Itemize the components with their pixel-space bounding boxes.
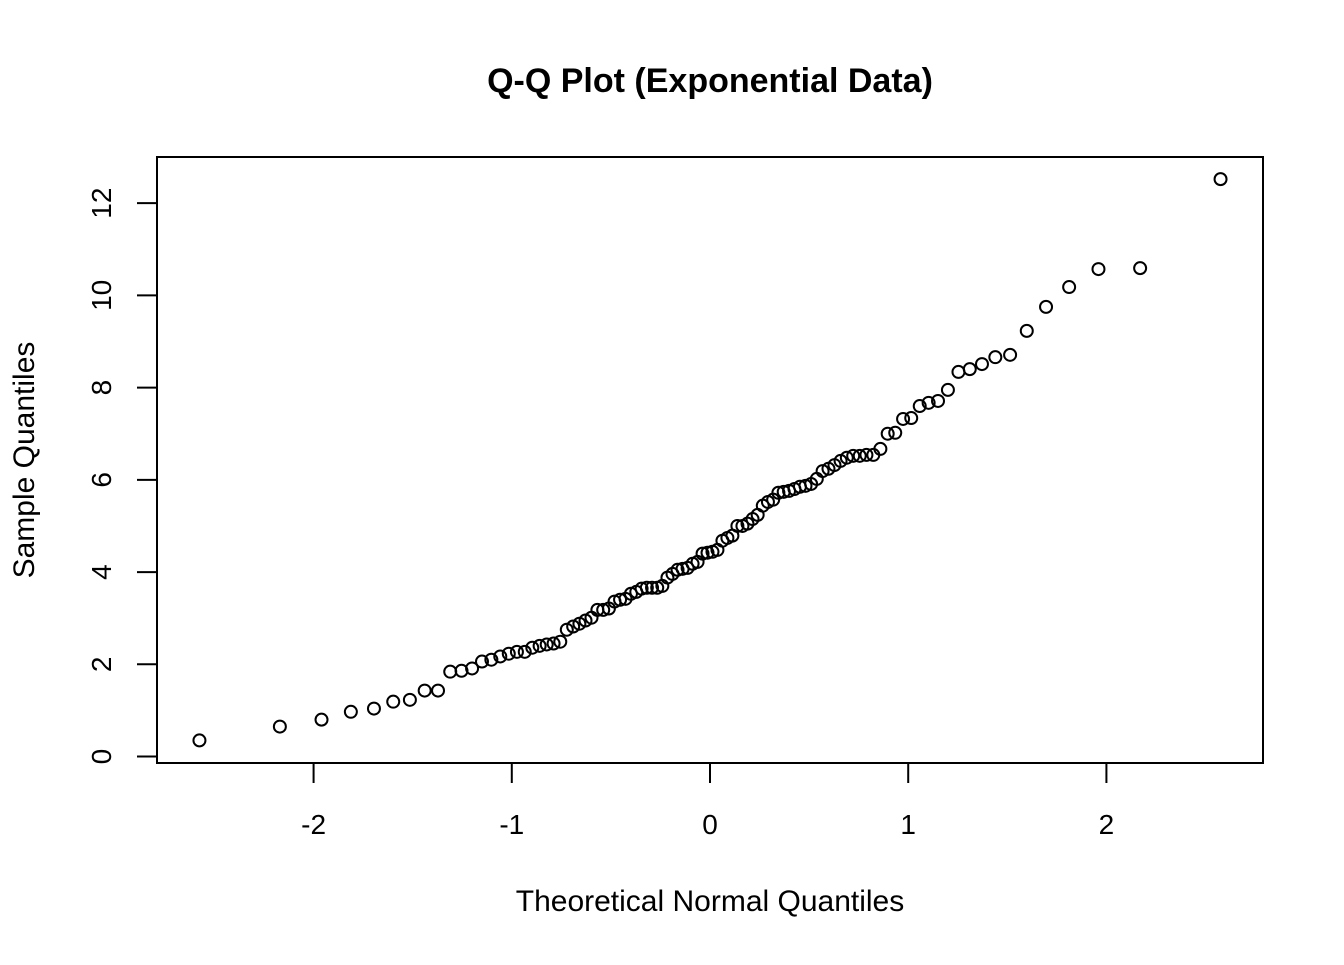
data-point xyxy=(888,425,903,440)
y-tick-label: 2 xyxy=(86,657,117,673)
data-point xyxy=(613,592,628,607)
data-point xyxy=(539,637,554,652)
data-point xyxy=(386,694,401,709)
data-point xyxy=(846,448,861,463)
data-point xyxy=(366,701,381,716)
data-point xyxy=(951,364,966,379)
data-point xyxy=(695,546,710,561)
data-point xyxy=(634,581,649,596)
x-axis-label: Theoretical Normal Quantiles xyxy=(516,885,905,918)
y-tick-label: 10 xyxy=(86,280,117,311)
data-point xyxy=(517,644,532,659)
data-point xyxy=(931,393,946,408)
x-tick-label: 2 xyxy=(1099,809,1115,840)
x-tick-label: 1 xyxy=(900,809,916,840)
data-point xyxy=(700,545,715,560)
data-point xyxy=(852,448,867,463)
data-point xyxy=(509,644,524,659)
data-point xyxy=(639,580,654,595)
data-point xyxy=(431,683,446,698)
data-point xyxy=(859,447,874,462)
data-point xyxy=(474,654,489,669)
chart-title: Q-Q Plot (Exponential Data) xyxy=(487,62,933,100)
data-point xyxy=(546,636,561,651)
y-tick-label: 0 xyxy=(86,749,117,765)
data-point xyxy=(771,485,786,500)
y-tick-label: 12 xyxy=(86,188,117,219)
y-tick-label: 6 xyxy=(86,472,117,488)
data-point xyxy=(314,712,329,727)
x-axis: -2 -1 0 1 2 xyxy=(301,762,1115,840)
data-point xyxy=(493,649,508,664)
data-points xyxy=(192,172,1228,748)
data-point xyxy=(730,518,745,533)
data-point xyxy=(525,640,540,655)
x-tick-label: -2 xyxy=(301,809,326,840)
data-point xyxy=(1133,261,1148,276)
data-point xyxy=(402,692,417,707)
y-tick-label: 4 xyxy=(86,564,117,580)
data-point xyxy=(553,634,568,649)
data-point xyxy=(596,602,611,617)
data-point xyxy=(921,395,936,410)
data-point xyxy=(839,450,854,465)
data-point xyxy=(417,683,432,698)
data-point xyxy=(912,399,927,414)
data-point xyxy=(501,646,516,661)
data-point xyxy=(1091,262,1106,277)
data-point xyxy=(988,350,1003,365)
data-point xyxy=(1019,323,1034,338)
plot-frame xyxy=(156,156,1264,764)
data-point xyxy=(443,664,458,679)
data-point xyxy=(566,619,581,634)
y-tick-label: 8 xyxy=(86,380,117,396)
data-point xyxy=(1213,172,1228,187)
data-point xyxy=(343,704,358,719)
data-point xyxy=(880,426,895,441)
data-point xyxy=(904,411,919,426)
data-point xyxy=(940,382,955,397)
data-point xyxy=(1062,280,1077,295)
data-point xyxy=(873,441,888,456)
x-tick-label: 0 xyxy=(702,809,718,840)
data-point xyxy=(1039,299,1054,314)
data-point xyxy=(962,362,977,377)
data-point xyxy=(896,411,911,426)
data-point xyxy=(974,357,989,372)
data-point xyxy=(192,733,207,748)
data-point xyxy=(1003,347,1018,362)
y-axis: 0 2 4 6 8 10 12 xyxy=(86,188,158,765)
data-point xyxy=(532,638,547,653)
x-tick-label: -1 xyxy=(499,809,524,840)
data-point xyxy=(465,661,480,676)
data-point xyxy=(484,652,499,667)
data-point xyxy=(272,719,287,734)
y-axis-label: Sample Quantiles xyxy=(8,342,41,579)
data-point xyxy=(645,580,660,595)
data-point xyxy=(670,562,685,577)
